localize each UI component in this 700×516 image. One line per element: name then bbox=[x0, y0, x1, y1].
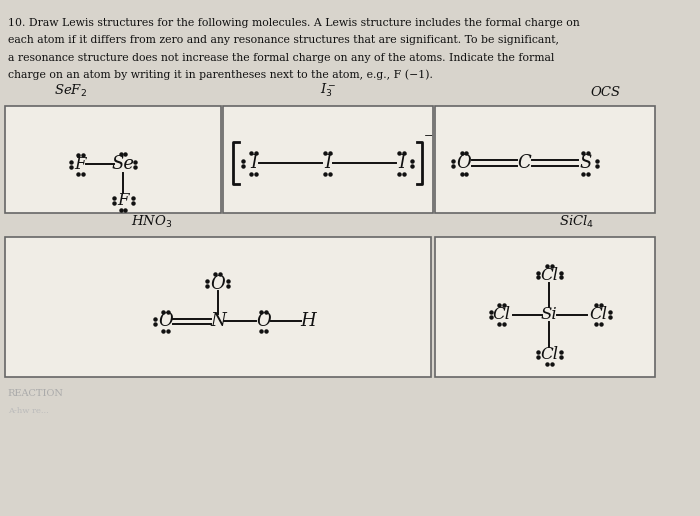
Bar bbox=[435, 106, 655, 213]
Text: Cl: Cl bbox=[540, 346, 559, 363]
Text: Cl: Cl bbox=[589, 307, 608, 324]
Text: OCS: OCS bbox=[590, 86, 620, 99]
Text: 10. Draw Lewis structures for the following molecules. A Lewis structure include: 10. Draw Lewis structures for the follow… bbox=[8, 19, 580, 28]
Bar bbox=[5, 237, 430, 377]
Text: −: − bbox=[424, 131, 433, 140]
Text: S: S bbox=[579, 154, 592, 172]
Text: a resonance structure does not increase the formal charge on any of the atoms. I: a resonance structure does not increase … bbox=[8, 53, 554, 62]
Text: each atom if it differs from zero and any resonance structures that are signific: each atom if it differs from zero and an… bbox=[8, 36, 559, 45]
Text: H: H bbox=[300, 313, 316, 330]
Text: Si: Si bbox=[541, 307, 558, 324]
Text: REACTION: REACTION bbox=[8, 389, 64, 398]
Bar bbox=[435, 237, 655, 377]
Text: F: F bbox=[75, 156, 86, 173]
Text: Cl: Cl bbox=[493, 307, 511, 324]
Text: I: I bbox=[398, 154, 405, 172]
Text: Cl: Cl bbox=[540, 267, 559, 284]
Bar bbox=[5, 106, 220, 213]
Text: O: O bbox=[256, 313, 271, 330]
Text: O: O bbox=[211, 275, 225, 293]
Text: HNO$_3$: HNO$_3$ bbox=[131, 214, 172, 230]
Text: charge on an atom by writing it in parentheses next to the atom, e.g., F (−1).: charge on an atom by writing it in paren… bbox=[8, 70, 433, 80]
Text: A-hw re...: A-hw re... bbox=[8, 407, 48, 415]
Text: F: F bbox=[118, 192, 129, 209]
Text: Se: Se bbox=[111, 155, 134, 173]
Text: I: I bbox=[324, 154, 331, 172]
Text: O: O bbox=[456, 154, 471, 172]
Text: N: N bbox=[210, 313, 225, 330]
Text: O: O bbox=[158, 313, 173, 330]
Text: SiCl$_4$: SiCl$_4$ bbox=[559, 214, 594, 230]
Text: I$_3^-$: I$_3^-$ bbox=[320, 82, 336, 99]
Text: I: I bbox=[250, 154, 258, 172]
Text: SeF$_2$: SeF$_2$ bbox=[55, 83, 88, 99]
Bar bbox=[223, 106, 433, 213]
Text: C: C bbox=[518, 154, 531, 172]
